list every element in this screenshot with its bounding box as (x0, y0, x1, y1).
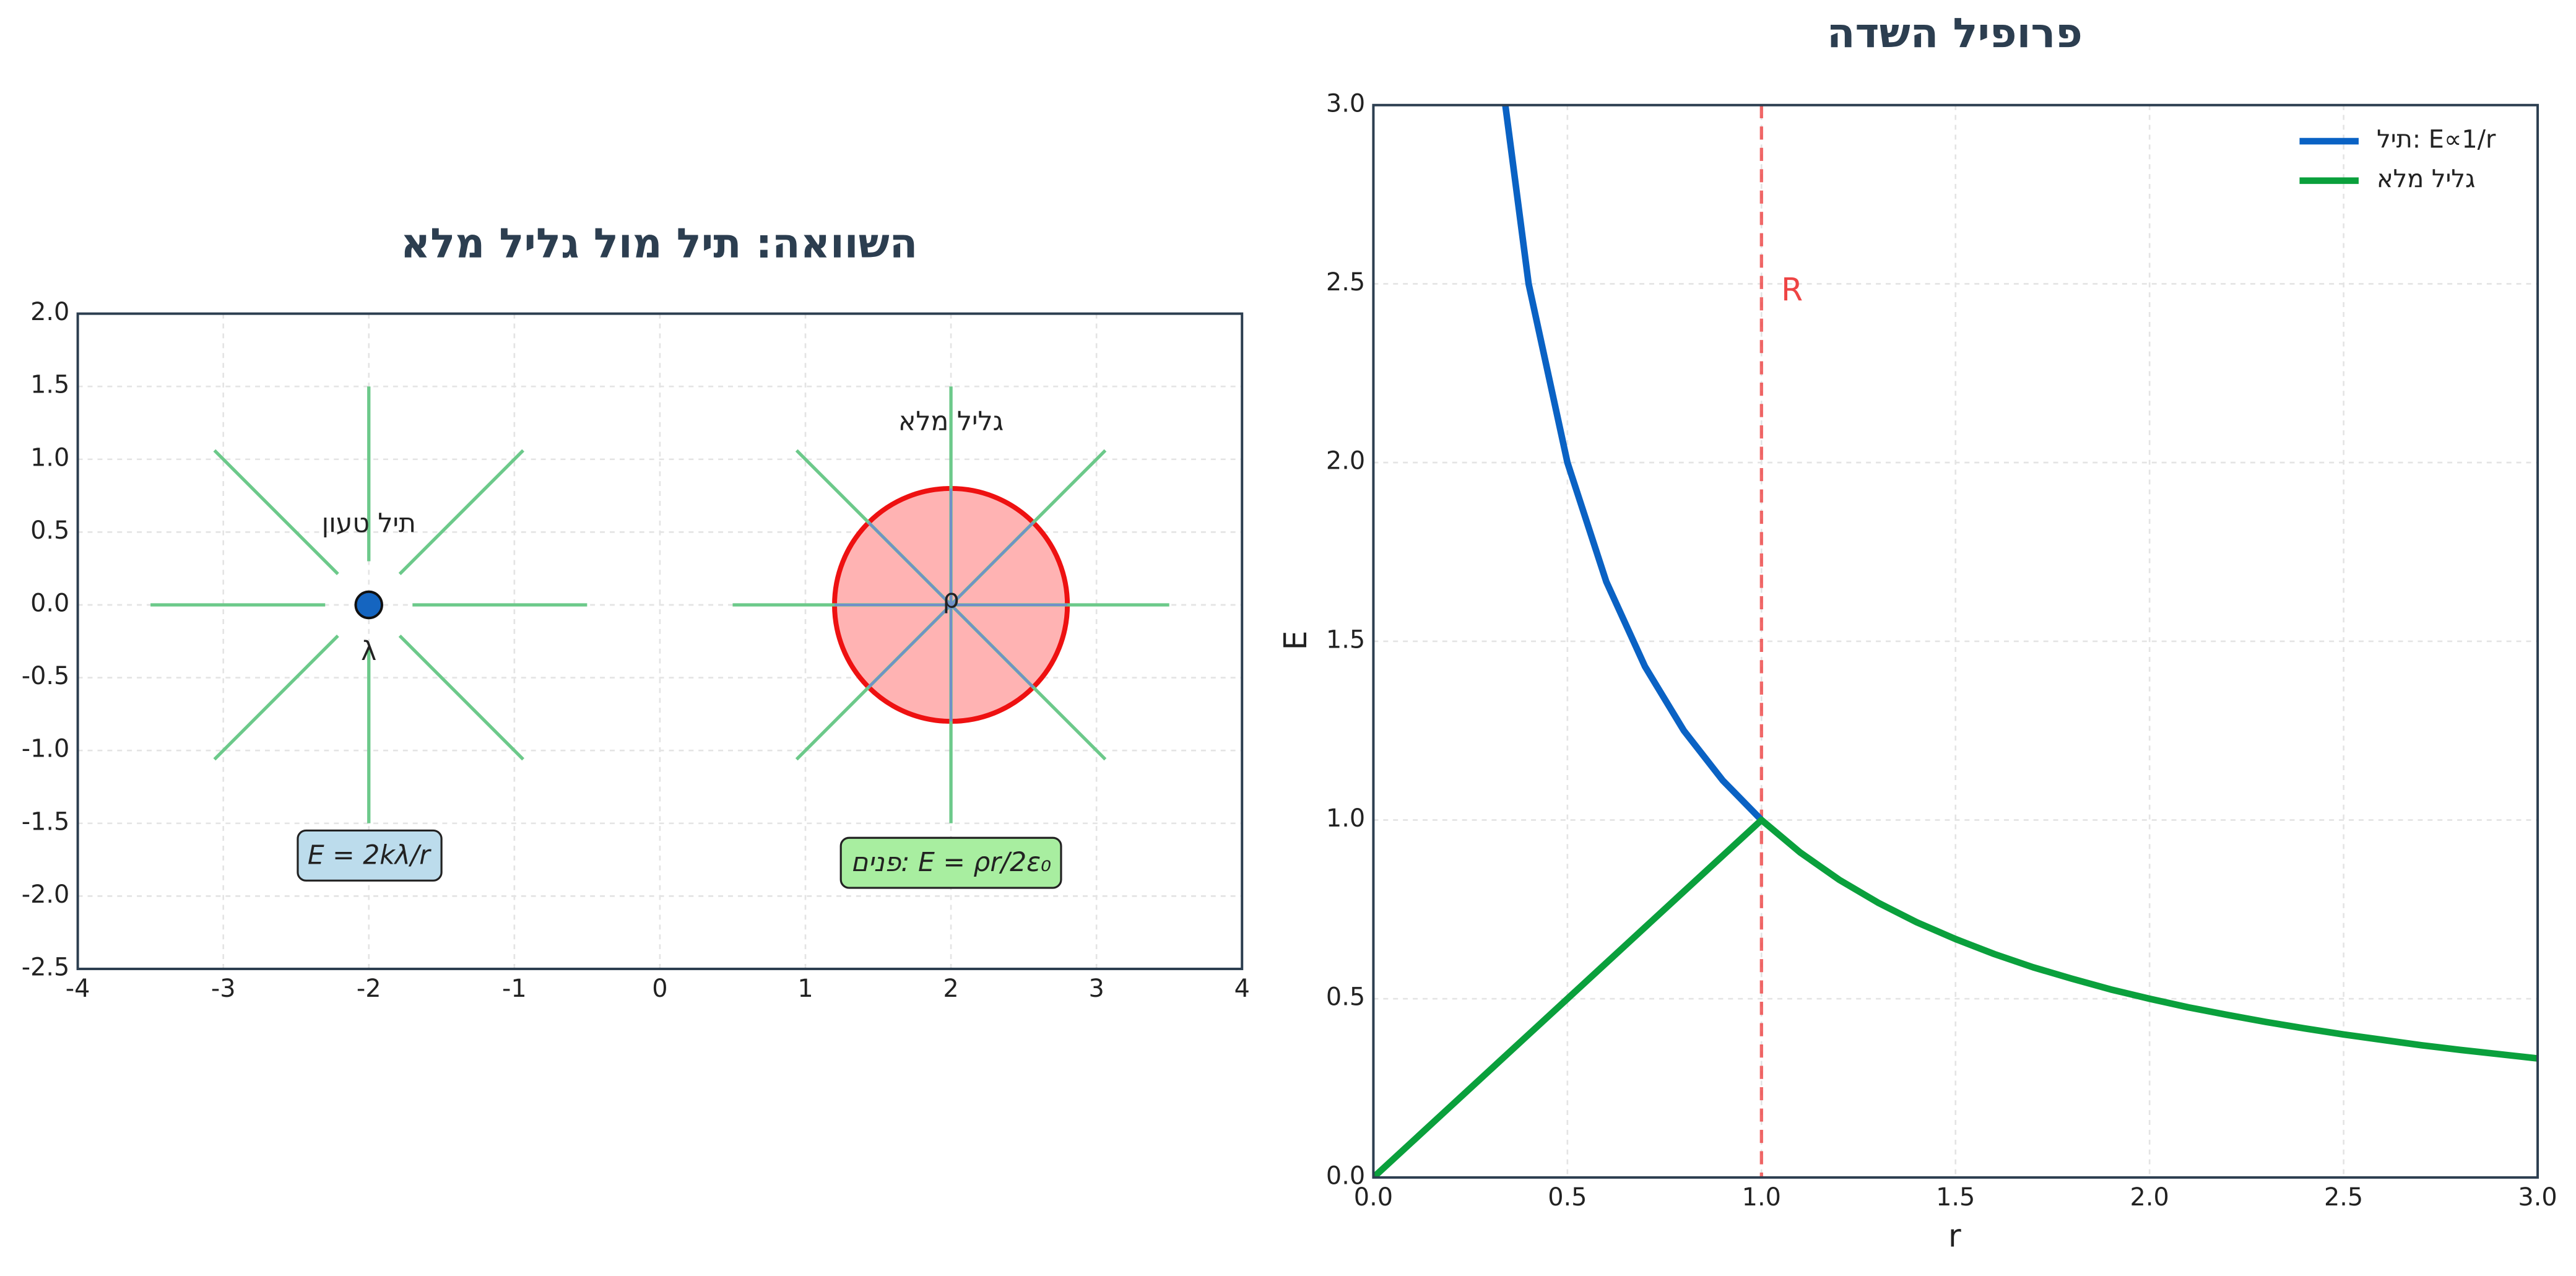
y-tick-label: 0.5 (30, 516, 69, 545)
x-tick-label: 1.0 (1742, 1183, 1781, 1212)
x-tick-label: 3.0 (2518, 1183, 2557, 1212)
annotation-box (839, 836, 1062, 889)
x-tick-label: -4 (66, 974, 90, 1003)
annotation: E = 2kλ/r (308, 840, 432, 870)
x-tick-label: 2 (943, 974, 958, 1003)
y-tick-label: 0.5 (1326, 983, 1365, 1012)
y-tick-label: 1.0 (1326, 804, 1365, 833)
legend-label: תיל: E∝1/r (2377, 126, 2496, 154)
y-tick-label: -0.5 (22, 662, 70, 690)
inner-field-line (950, 521, 1034, 606)
x-tick-label: -1 (502, 974, 527, 1003)
inner-field-line (867, 604, 952, 688)
y-tick-label: 2.0 (30, 298, 69, 326)
x-tick-label: 4 (1234, 974, 1250, 1003)
field-line (398, 449, 524, 575)
series-line (1502, 105, 1764, 823)
reference-label: R (1781, 271, 1803, 308)
field-line (398, 635, 524, 761)
x-tick-label: 3 (1088, 974, 1104, 1003)
field-line (213, 449, 339, 575)
y-tick-label: -1.5 (22, 807, 70, 836)
y-axis-label: E (1277, 631, 1314, 651)
annotation: גליל מלא (898, 407, 1004, 437)
left-title: השוואה: תיל מול גליל מלא (401, 219, 917, 267)
annotation-box (297, 829, 443, 882)
x-tick-label: 0.0 (1354, 1183, 1393, 1212)
y-tick-label: -2.5 (22, 953, 70, 981)
right-title: פרופיל השדה (1827, 9, 2083, 57)
x-tick-label: -2 (357, 974, 381, 1003)
x-tick-label: 2.0 (2130, 1183, 2169, 1212)
series-line (1373, 817, 2538, 1178)
legend-label: גליל מלא (2377, 165, 2475, 193)
x-axis-label: r (1948, 1217, 1961, 1254)
y-tick-label: 1.5 (30, 371, 69, 399)
y-tick-label: -2.0 (22, 880, 70, 909)
x-tick-label: 1 (797, 974, 813, 1003)
y-tick-label: 0.0 (30, 589, 69, 618)
y-tick-label: -1.0 (22, 735, 70, 763)
x-tick-label: -3 (211, 974, 236, 1003)
y-tick-label: 2.5 (1326, 268, 1365, 297)
axes-frame (1372, 103, 2539, 1179)
annotation: תיל טעון (322, 508, 416, 539)
y-tick-label: 3.0 (1326, 89, 1365, 118)
y-tick-label: 1.0 (30, 443, 69, 472)
annotation: λ (361, 636, 376, 667)
y-tick-label: 0.0 (1326, 1161, 1365, 1190)
axes-frame (76, 312, 1244, 970)
field-line (213, 635, 339, 761)
y-tick-label: 2.0 (1326, 447, 1365, 475)
x-tick-label: 0.5 (1548, 1183, 1587, 1212)
y-tick-label: 1.5 (1326, 625, 1365, 654)
x-tick-label: 1.5 (1936, 1183, 1975, 1212)
wire (354, 590, 383, 620)
x-tick-label: 2.5 (2324, 1183, 2363, 1212)
annotation: ρ (943, 584, 960, 614)
annotation: פנים: E = ρr/2ε₀ (851, 848, 1051, 878)
plot-area (1373, 105, 2538, 1178)
x-tick-label: 0 (652, 974, 667, 1003)
inner-field-line (867, 521, 952, 606)
inner-field-line (950, 604, 1034, 688)
